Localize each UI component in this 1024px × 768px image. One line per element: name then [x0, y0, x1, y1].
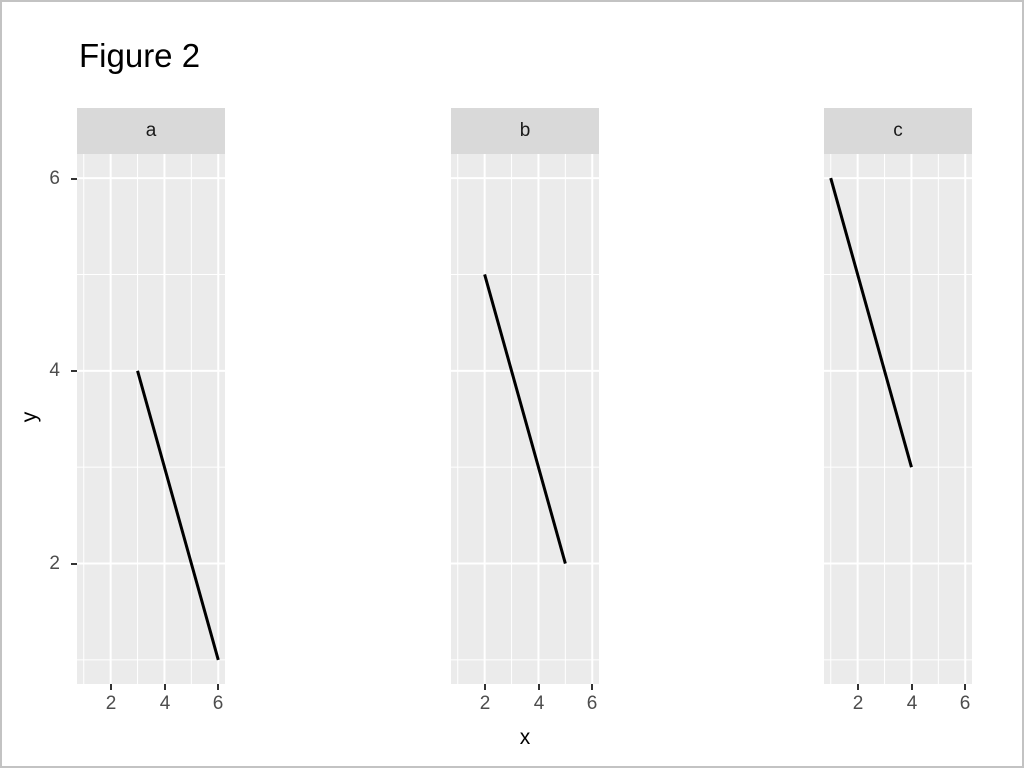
x-tick-label: 4: [906, 693, 918, 714]
x-tick-label: 4: [533, 693, 545, 714]
y-tick-mark: [71, 178, 77, 180]
x-tick-label: 6: [586, 693, 598, 714]
y-tick-mark: [71, 370, 77, 372]
x-tick-label: 6: [959, 693, 971, 714]
x-tick-label: 6: [212, 693, 224, 714]
x-tick-label: 2: [105, 693, 117, 714]
x-tick-mark: [217, 684, 219, 690]
plot-title: Figure 2: [79, 37, 201, 74]
x-tick-label: 2: [852, 693, 864, 714]
facet-strip: b: [451, 108, 599, 154]
x-tick-mark: [591, 684, 593, 690]
facet-panel: [77, 154, 225, 684]
x-tick-mark: [484, 684, 486, 690]
facet-strip: c: [824, 108, 972, 154]
facet-strip-label: b: [519, 120, 531, 141]
y-tick-label: 2: [49, 553, 60, 574]
panel-canvas: [451, 154, 599, 684]
panel-canvas: [824, 154, 972, 684]
y-axis-title: y: [18, 411, 41, 423]
facet-strip-label: a: [145, 120, 157, 141]
facet-strip: a: [77, 108, 225, 154]
x-tick-label: 2: [479, 693, 491, 714]
x-axis-title: x: [519, 726, 531, 749]
x-tick-mark: [857, 684, 859, 690]
x-tick-label: 4: [159, 693, 171, 714]
x-tick-mark: [538, 684, 540, 690]
y-tick-label: 6: [49, 168, 60, 189]
y-tick-mark: [71, 563, 77, 565]
facet-panel: [451, 154, 599, 684]
x-tick-mark: [964, 684, 966, 690]
y-tick-label: 4: [49, 360, 60, 381]
facet-panel: [824, 154, 972, 684]
x-tick-mark: [110, 684, 112, 690]
facet-strip-label: c: [893, 120, 903, 141]
panel-canvas: [77, 154, 225, 684]
x-tick-mark: [911, 684, 913, 690]
x-tick-mark: [164, 684, 166, 690]
